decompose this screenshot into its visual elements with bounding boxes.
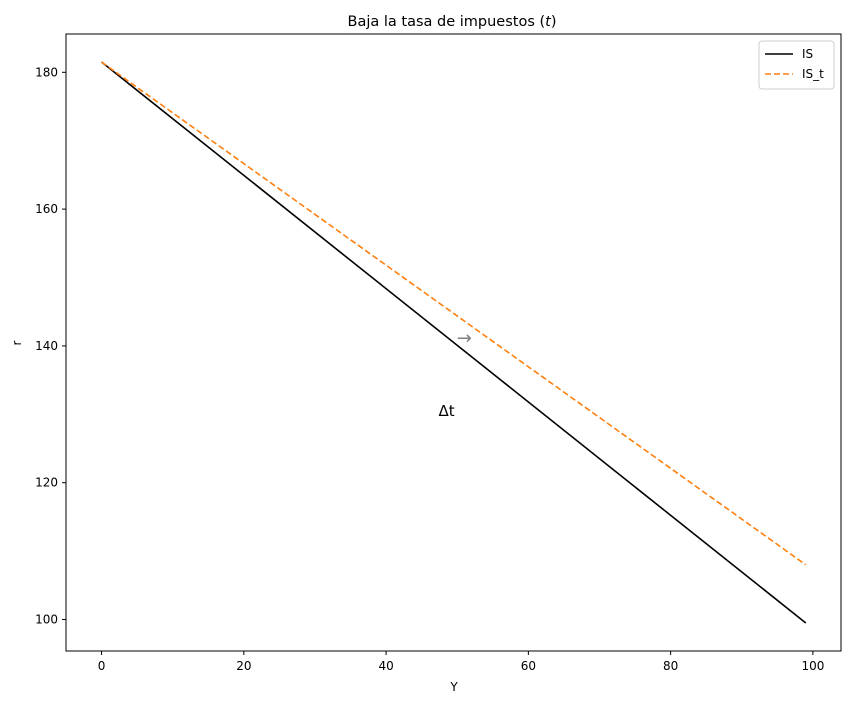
x-tick-label: 0 <box>98 659 106 673</box>
y-tick-label: 120 <box>35 476 58 490</box>
series-line-is-t <box>101 61 807 566</box>
x-tick-label: 40 <box>378 659 393 673</box>
x-tick-label: 100 <box>801 659 824 673</box>
delta-t-annotation: Δt <box>438 402 454 420</box>
y-tick-label: 100 <box>35 613 58 627</box>
y-axis-label: r <box>10 340 24 345</box>
shift-arrow-annotation: → <box>457 328 472 349</box>
y-tick-label: 180 <box>35 65 58 79</box>
series-line-is <box>101 61 807 624</box>
chart-title: Baja la tasa de impuestos (t) <box>348 14 557 30</box>
legend-box <box>758 40 835 90</box>
y-tick-label: 140 <box>35 339 58 353</box>
x-axis-label: Y <box>449 680 458 694</box>
plot-area: → Δt <box>101 61 807 624</box>
x-axis-ticks: 0 20 40 60 80 100 <box>98 651 824 673</box>
legend-label-is-t: IS_t <box>802 67 824 81</box>
legend: IS IS_t <box>758 40 835 90</box>
annotation-layer: → Δt <box>438 328 471 420</box>
y-tick-label: 160 <box>35 202 58 216</box>
chart-title-text: Baja la tasa de impuestos ( <box>348 14 546 30</box>
legend-label-is: IS <box>802 47 813 61</box>
chart-title-close: ) <box>551 14 557 30</box>
y-axis-ticks: 100 120 140 160 180 <box>35 65 66 627</box>
x-tick-label: 20 <box>236 659 251 673</box>
x-tick-label: 60 <box>521 659 536 673</box>
chart-title-variable: t <box>545 14 552 30</box>
series-layer <box>101 61 807 624</box>
x-tick-label: 80 <box>663 659 678 673</box>
axes-frame <box>65 33 842 652</box>
